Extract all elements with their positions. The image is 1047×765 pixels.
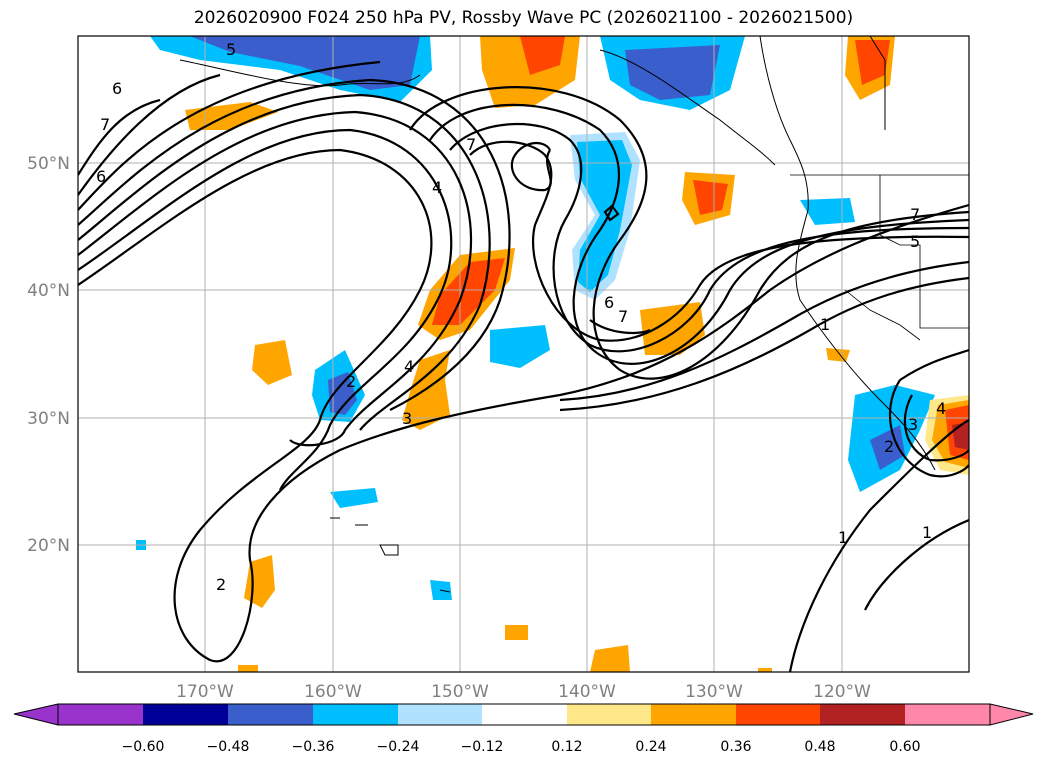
colorbar-swatch [820,704,905,725]
colorbar-swatch [651,704,736,725]
colorbar-extend-min [13,703,59,726]
contour-label: 6 [604,293,614,312]
pv-contours [78,60,969,672]
colorbar-swatch [482,704,567,725]
contour-label: 6 [112,79,122,98]
lat-label: 40°N [27,281,70,301]
colorbar-swatch [567,704,651,725]
colorbar-swatch [736,704,820,725]
contour-label: 7 [100,115,110,134]
contour-label: 7 [618,307,628,326]
colorbar-label: −0.24 [377,739,420,755]
lat-axis: 20°N 30°N 40°N 50°N [27,154,70,556]
colorbar-label: 0.12 [551,739,582,755]
contour-label: 6 [96,167,106,186]
colorbar-swatch [313,704,398,725]
pc-shading [136,36,969,672]
lon-label: 120°W [813,682,871,702]
colorbar-swatch [143,704,228,725]
lat-label: 20°N [27,536,70,556]
colorbar-label: 0.36 [720,739,751,755]
lon-label: 150°W [431,682,489,702]
contour-label: 5 [910,232,920,251]
contour-label: 1 [838,528,848,547]
map-title: 2026020900 F024 250 hPa PV, Rossby Wave … [193,8,854,28]
lat-label: 50°N [27,154,70,174]
contour-label: 7 [466,135,476,154]
contour-labels: 5 6 7 6 7 4 6 7 2 4 3 1 7 5 2 3 4 1 1 2 [96,40,946,594]
lon-axis: 170°W 160°W 150°W 140°W 130°W 120°W [176,682,871,702]
colorbar: −0.60 −0.48 −0.36 −0.24 −0.12 0.12 0.24 … [13,703,1034,755]
colorbar-swatch [905,704,990,725]
contour-label: 4 [432,178,442,197]
contour-label: 7 [910,205,920,224]
lon-label: 170°W [176,682,234,702]
contour-label: 2 [884,437,894,456]
contour-label: 1 [820,315,830,334]
contour-label: 3 [402,409,412,428]
colorbar-label: 0.24 [635,739,666,755]
map-frame [77,35,970,673]
colorbar-swatch [398,704,482,725]
lon-label: 160°W [304,682,362,702]
contour-label: 4 [404,357,414,376]
colorbar-label: 0.48 [804,739,835,755]
graticule [78,36,969,672]
borders [790,174,969,341]
contour-label: 5 [226,40,236,59]
lon-label: 130°W [685,682,743,702]
contour-label: 2 [216,575,226,594]
lat-label: 30°N [27,409,70,429]
colorbar-label: −0.36 [292,739,335,755]
colorbar-swatch [228,704,313,725]
colorbar-swatch [58,704,143,725]
colorbar-label: 0.60 [889,739,920,755]
colorbar-label: −0.60 [122,739,165,755]
contour-label: 2 [346,372,356,391]
colorbar-extend-max [989,703,1034,726]
contour-label: 3 [908,415,918,434]
colorbar-label: −0.12 [461,739,504,755]
contour-label: 1 [922,523,932,542]
colorbar-label: −0.48 [207,739,250,755]
coastlines [179,36,936,593]
contour-label: 4 [936,399,946,418]
lon-label: 140°W [558,682,616,702]
